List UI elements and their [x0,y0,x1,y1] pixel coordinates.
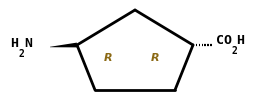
Text: R: R [151,53,159,63]
Text: 2: 2 [231,46,237,56]
Text: 2: 2 [18,49,24,59]
Polygon shape [50,43,77,47]
Text: N: N [25,37,33,49]
Text: O: O [224,33,232,47]
Text: C: C [216,33,224,47]
Text: H: H [10,37,18,49]
Text: R: R [104,53,112,63]
Text: H: H [237,33,244,47]
